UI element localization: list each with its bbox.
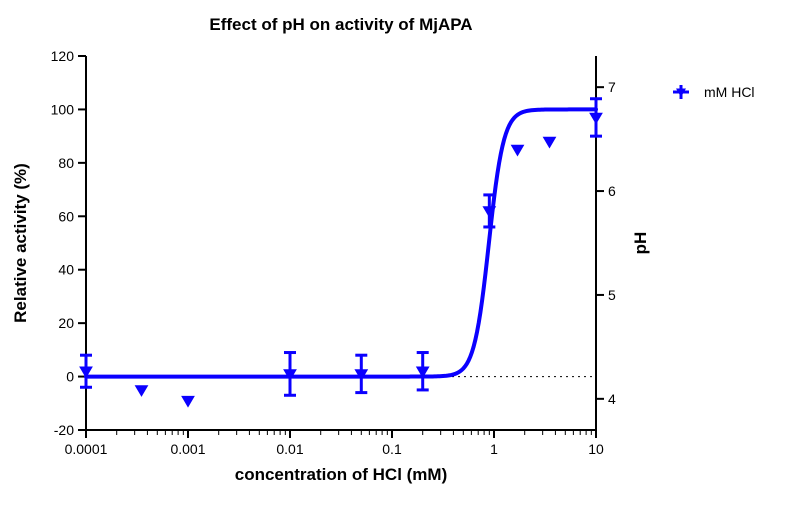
data-point bbox=[590, 113, 602, 123]
x-tick-label: 0.0001 bbox=[65, 441, 108, 457]
y-tick-label: 120 bbox=[51, 48, 75, 64]
x-tick-label: 0.1 bbox=[382, 441, 402, 457]
right-y-tick-label: 7 bbox=[608, 79, 616, 95]
y-tick-label: 40 bbox=[58, 262, 74, 278]
right-y-tick-label: 6 bbox=[608, 183, 616, 199]
y-axis-label: Relative activity (%) bbox=[11, 163, 30, 323]
data-point bbox=[543, 137, 555, 147]
x-tick-label: 0.001 bbox=[170, 441, 205, 457]
y-tick-label: 0 bbox=[66, 369, 74, 385]
y-tick-label: -20 bbox=[54, 422, 74, 438]
right-y-axis-label: pH bbox=[631, 232, 650, 255]
y-tick-label: 80 bbox=[58, 155, 74, 171]
right-y-tick-label: 4 bbox=[608, 391, 616, 407]
y-tick-label: 60 bbox=[58, 208, 74, 224]
x-tick-label: 0.01 bbox=[276, 441, 303, 457]
data-point bbox=[135, 386, 147, 396]
y-tick-label: 100 bbox=[51, 101, 75, 117]
x-tick-label: 10 bbox=[588, 441, 604, 457]
x-axis-label: concentration of HCl (mM) bbox=[235, 465, 448, 484]
right-y-tick-label: 5 bbox=[608, 287, 616, 303]
dose-response-chart: Effect of pH on activity of MjAPA 0.0001 0… bbox=[0, 0, 800, 526]
x-tick-label: 1 bbox=[490, 441, 498, 457]
y-tick-label: 20 bbox=[58, 315, 74, 331]
chart-title: Effect of pH on activity of MjAPA bbox=[209, 15, 472, 34]
data-point bbox=[512, 145, 524, 155]
data-point bbox=[182, 396, 194, 406]
legend-label: mM HCl bbox=[704, 84, 755, 100]
